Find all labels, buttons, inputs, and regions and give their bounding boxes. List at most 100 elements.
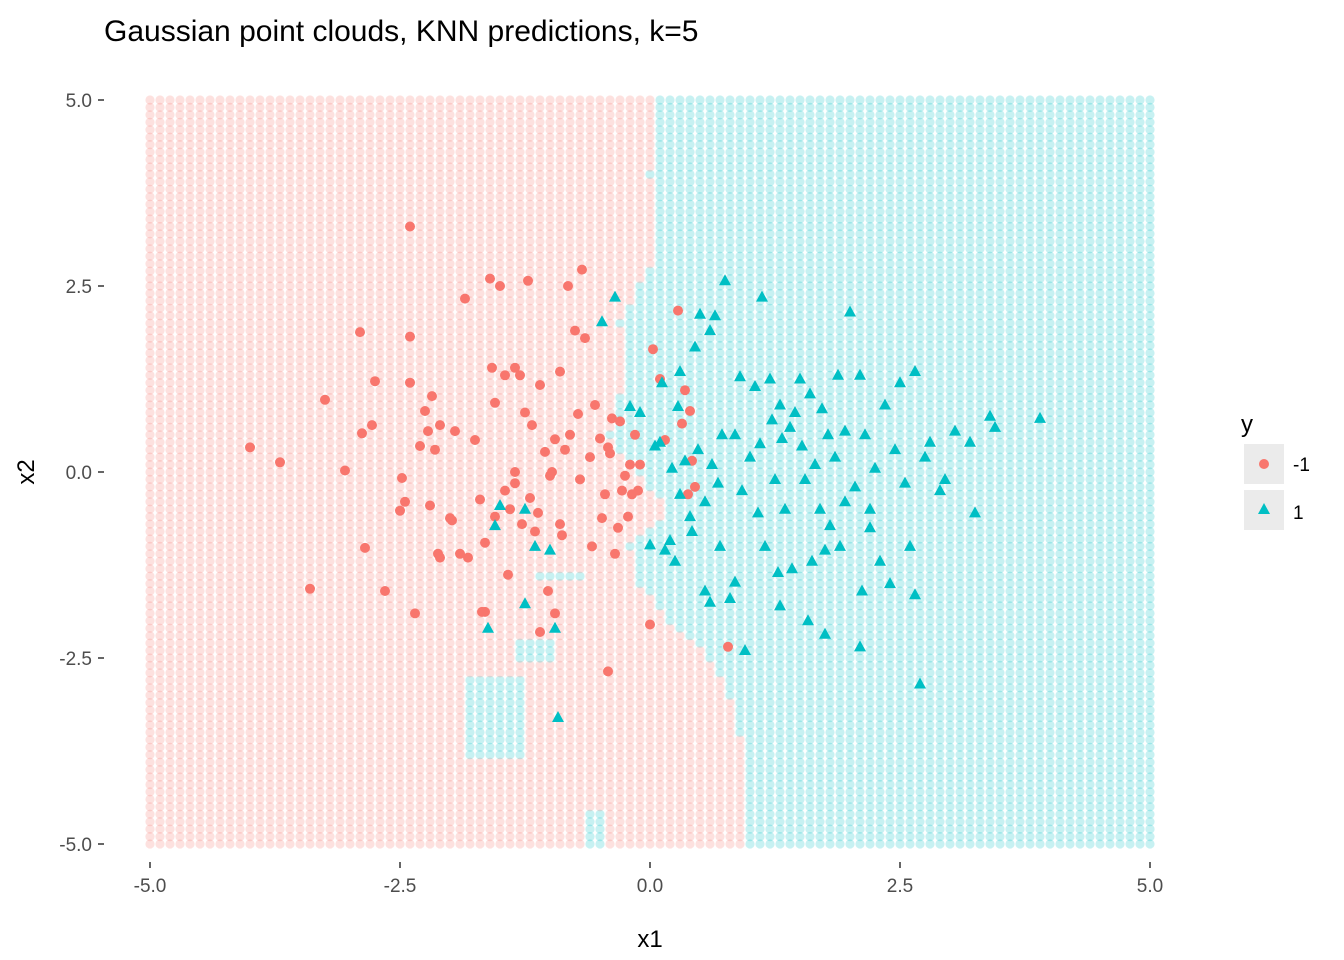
grid-cell <box>1135 839 1145 849</box>
grid-cell <box>225 809 235 819</box>
grid-cell <box>1025 832 1035 842</box>
grid-cell <box>255 817 265 827</box>
grid-cell <box>255 787 265 797</box>
grid-cell <box>415 809 425 819</box>
grid-cell <box>855 824 865 834</box>
grid-cell <box>395 832 405 842</box>
grid-cell <box>535 802 545 812</box>
grid-cell <box>345 787 355 797</box>
grid-cell <box>985 839 995 849</box>
grid-cell <box>305 809 315 819</box>
grid-cell <box>1035 832 1045 842</box>
grid-cell <box>825 824 835 834</box>
grid-cell <box>215 794 225 805</box>
grid-cell <box>655 802 665 812</box>
grid-cell <box>355 794 365 805</box>
grid-cell <box>1015 824 1025 834</box>
grid-cell <box>335 809 345 819</box>
grid-cell <box>785 794 795 805</box>
grid-cell <box>905 802 915 812</box>
grid-cell <box>865 824 875 834</box>
grid-cell <box>315 824 325 834</box>
grid-cell <box>1005 802 1015 812</box>
grid-cell <box>375 832 385 842</box>
grid-cell <box>815 809 825 819</box>
grid-cell <box>645 824 655 834</box>
grid-cell <box>225 817 235 827</box>
grid-cell <box>615 817 625 827</box>
grid-cell <box>625 824 635 834</box>
grid-cell <box>335 817 345 827</box>
grid-cell <box>425 809 435 819</box>
grid-cell <box>345 817 355 827</box>
grid-cell <box>485 832 495 842</box>
grid-cell <box>935 839 945 849</box>
grid-cell <box>725 809 735 819</box>
grid-cell <box>825 809 835 819</box>
grid-cell <box>935 832 945 842</box>
grid-cell <box>815 839 825 849</box>
grid-cell <box>705 817 715 827</box>
grid-cell <box>445 832 455 842</box>
grid-cell <box>345 794 355 805</box>
grid-cell <box>795 824 805 834</box>
grid-cell <box>565 824 575 834</box>
grid-cell <box>655 824 665 834</box>
grid-cell <box>715 794 725 805</box>
grid-cell <box>925 817 935 827</box>
grid-cell <box>345 824 355 834</box>
grid-cell <box>175 817 185 827</box>
grid-cell <box>365 794 375 805</box>
grid-cell <box>375 817 385 827</box>
grid-cell <box>635 794 645 805</box>
grid-cell <box>1015 817 1025 827</box>
grid-cell <box>195 809 205 819</box>
grid-cell <box>865 832 875 842</box>
grid-cell <box>575 809 585 819</box>
grid-cell <box>475 802 485 812</box>
grid-cell <box>995 832 1005 842</box>
grid-cell <box>1105 839 1115 849</box>
grid-cell <box>315 794 325 805</box>
grid-cell <box>705 824 715 834</box>
grid-cell <box>995 794 1005 805</box>
grid-cell <box>225 802 235 812</box>
grid-cell <box>265 809 275 819</box>
grid-cell <box>565 802 575 812</box>
grid-cell <box>1125 794 1135 805</box>
grid-cell <box>285 839 295 849</box>
grid-cell <box>375 839 385 849</box>
grid-cell <box>975 794 985 805</box>
grid-cell <box>435 817 445 827</box>
grid-cell <box>295 794 305 805</box>
grid-cell <box>685 817 695 827</box>
grid-cell <box>475 817 485 827</box>
grid-cell <box>655 794 665 805</box>
grid-cell <box>705 794 715 805</box>
grid-cell <box>765 794 775 805</box>
grid-cell <box>495 817 505 827</box>
grid-cell <box>885 809 895 819</box>
grid-cell <box>485 824 495 834</box>
grid-cell <box>625 832 635 842</box>
grid-cell <box>1145 802 1155 812</box>
grid-cell <box>755 802 765 812</box>
grid-cell <box>765 809 775 819</box>
grid-cell <box>855 817 865 827</box>
grid-cell <box>955 832 965 842</box>
grid-cell <box>1095 817 1105 827</box>
grid-cell <box>145 802 155 812</box>
grid-cell <box>895 809 905 819</box>
grid-cell <box>365 787 375 797</box>
grid-cell <box>335 824 345 834</box>
grid-cell <box>475 832 485 842</box>
grid-cell <box>265 832 275 842</box>
grid-cell <box>805 839 815 849</box>
grid-cell <box>835 802 845 812</box>
grid-cell <box>585 809 595 819</box>
grid-cell <box>685 832 695 842</box>
grid-cell <box>985 809 995 819</box>
grid-cell <box>415 824 425 834</box>
grid-cell <box>235 809 245 819</box>
grid-cell <box>205 832 215 842</box>
